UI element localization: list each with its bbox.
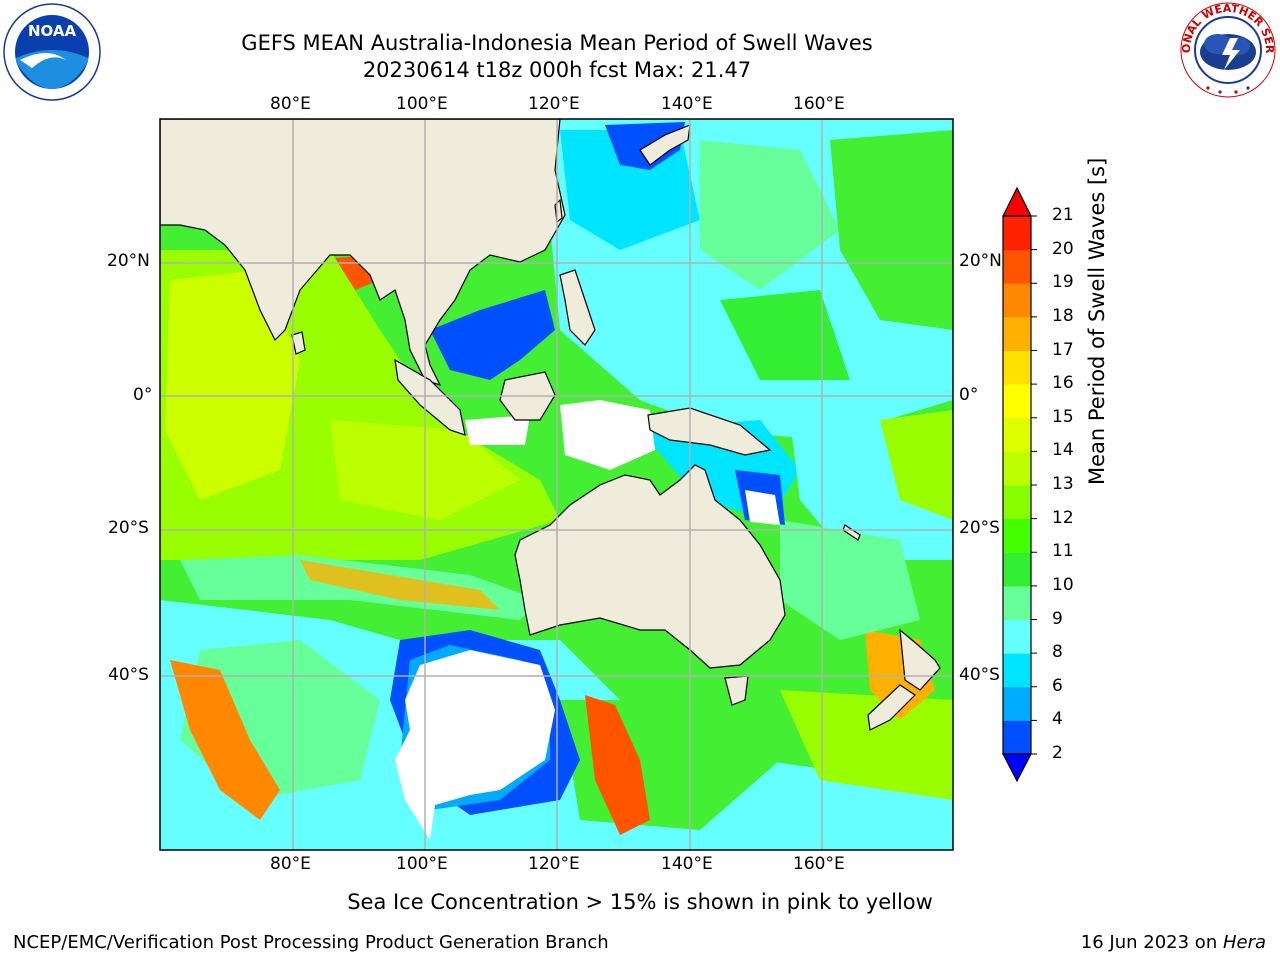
lat-tick-left-20n: 20°N [107,251,150,271]
colorbar-tick-label: 21 [1052,205,1074,225]
footer-date: 16 Jun 2023 on [1080,932,1223,953]
graticule [160,119,953,850]
sea-ice-note: Sea Ice Concentration > 15% is shown in … [347,890,933,914]
colorbar-tick-label: 9 [1052,608,1063,629]
footer-right: 16 Jun 2023 on Hera [1081,932,1266,953]
colorbar-band [1003,619,1031,654]
colorbar-band [1003,485,1031,520]
colorbar-band [1003,249,1031,284]
footer-left: NCEP/EMC/Verification Post Processing Pr… [13,932,609,953]
colorbar-tick-label: 11 [1052,541,1074,562]
colorbar-band [1003,283,1031,318]
footer-host: Hera [1222,932,1266,953]
colorbar-tick-label: 18 [1052,305,1074,326]
colorbar-tick-label: 12 [1052,507,1074,528]
lat-tick-right-20n: 20°N [959,251,1002,271]
lat-tick-left-40s: 40°S [108,665,149,685]
lon-tick-bottom-100: 100°E [396,854,448,874]
lat-tick-right-40s: 40°S [959,665,1000,685]
lon-tick-bottom-160: 160°E [793,854,845,874]
colorbar-tick-label: 14 [1052,440,1074,461]
colorbar-band [1003,451,1031,486]
colorbar-tick-label: 10 [1052,574,1074,595]
lon-tick-top-100: 100°E [396,94,448,114]
colorbar-band [1003,585,1031,620]
lat-tick-right-20s: 20°S [959,518,1000,538]
lat-tick-left-20s: 20°S [108,518,149,538]
colorbar [1002,186,1037,783]
colorbar-band [1003,720,1031,755]
lon-tick-top-120: 120°E [528,94,580,114]
lon-tick-top-80: 80°E [270,94,311,114]
colorbar-tick-label: 17 [1052,339,1074,360]
map-frame [159,118,954,851]
title-line-1: GEFS MEAN Australia-Indonesia Mean Perio… [241,31,873,55]
colorbar-band [1003,552,1031,587]
colorbar-band [1003,417,1031,452]
lon-tick-bottom-140: 140°E [661,854,713,874]
noaa-logo-text: NOAA [28,22,77,40]
colorbar-under-arrow [1002,753,1032,783]
colorbar-tick-label: 19 [1052,272,1074,293]
colorbar-tick-label: 15 [1052,406,1074,427]
colorbar-tick-label: 4 [1052,709,1063,730]
lat-tick-left-0: 0° [133,385,153,405]
colorbar-band [1003,518,1031,553]
colorbar-band [1003,316,1031,351]
lon-tick-top-160: 160°E [793,94,845,114]
colorbar-band [1003,216,1031,251]
colorbar-band [1003,686,1031,721]
colorbar-tick-label: 6 [1052,675,1063,696]
land-areas [160,119,941,731]
colorbar-tick-label: 8 [1052,642,1063,663]
colorbar-label: Mean Period of Swell Waves [s] [1085,157,1109,485]
lon-tick-bottom-80: 80°E [270,854,311,874]
colorbar-tick-label: 2 [1052,743,1063,763]
colorbar-band [1003,384,1031,419]
noaa-logo: NOAA [3,3,101,101]
colorbar-tick-label: 16 [1052,373,1074,394]
lat-tick-right-0: 0° [959,385,979,405]
lon-tick-bottom-120: 120°E [528,854,580,874]
colorbar-over-arrow [1002,186,1032,217]
colorbar-band [1003,653,1031,688]
nws-logo: NATIONAL WEATHER SERVICE [1178,0,1276,98]
title-line-2: 20230614 t18z 000h fcst Max: 21.47 [362,58,752,82]
colorbar-band [1003,350,1031,385]
colorbar-tick-label: 20 [1052,238,1074,259]
colorbar-tick-label: 13 [1052,474,1074,494]
lon-tick-top-140: 140°E [661,94,713,114]
